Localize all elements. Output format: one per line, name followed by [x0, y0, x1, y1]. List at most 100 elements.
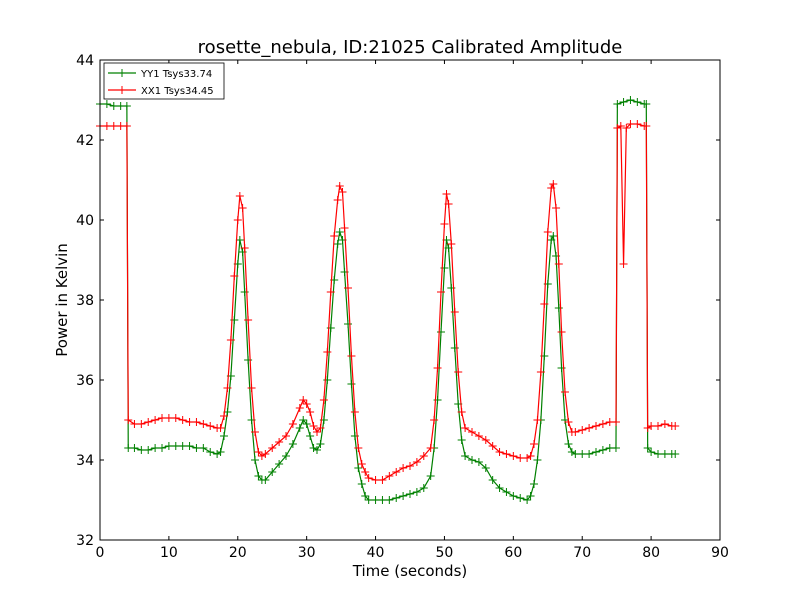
data-point	[444, 200, 453, 208]
data-point	[220, 432, 228, 440]
data-point	[633, 98, 642, 106]
data-point	[481, 436, 490, 444]
data-point	[230, 272, 239, 280]
x-tick-label: 80	[642, 545, 660, 561]
data-point	[406, 490, 414, 498]
data-point	[206, 448, 215, 456]
data-point	[288, 420, 297, 428]
data-point	[247, 384, 256, 392]
data-point	[549, 232, 558, 240]
data-point	[626, 120, 635, 128]
data-point	[323, 348, 332, 356]
data-point	[647, 422, 656, 430]
data-point	[502, 488, 511, 496]
legend-entry-xx1: XX1 Tsys34.45	[108, 86, 214, 97]
data-point	[316, 440, 325, 448]
data-point	[216, 448, 225, 456]
data-point	[437, 288, 445, 296]
data-point	[344, 320, 352, 328]
data-point	[357, 480, 366, 488]
data-point	[238, 204, 247, 212]
data-point	[323, 376, 332, 384]
data-point	[516, 454, 525, 462]
x-axis-label: Time (seconds)	[352, 562, 468, 580]
data-point	[543, 228, 552, 236]
data-point	[130, 420, 139, 428]
x-tick-label: 50	[436, 545, 454, 561]
data-point	[660, 450, 669, 458]
data-point	[461, 424, 470, 432]
data-point	[330, 232, 339, 240]
data-point	[144, 418, 153, 426]
data-point	[295, 404, 304, 412]
data-point	[354, 444, 363, 452]
data-point	[220, 412, 228, 420]
data-point	[178, 416, 187, 424]
x-tick-label: 20	[229, 545, 247, 561]
data-point	[361, 492, 370, 500]
data-point	[647, 448, 656, 456]
data-point	[164, 442, 173, 450]
data-point	[299, 416, 308, 424]
data-point	[468, 428, 476, 436]
y-axis: 32 34 36 38 40 42 44	[76, 53, 720, 549]
data-point	[306, 408, 315, 416]
data-point	[226, 336, 235, 344]
legend-label-xx1: XX1 Tsys34.45	[141, 86, 214, 97]
data-point	[385, 496, 394, 504]
data-point	[454, 368, 463, 376]
data-point	[536, 368, 545, 376]
data-point	[502, 450, 511, 458]
data-point	[350, 408, 359, 416]
data-point	[109, 102, 118, 110]
data-point	[333, 240, 342, 248]
legend-entry-yy1: YY1 Tsys33.74	[108, 69, 212, 80]
data-point	[557, 328, 566, 336]
plot-series	[96, 96, 680, 504]
data-point	[426, 444, 435, 452]
x-tick-label: 10	[160, 545, 178, 561]
data-point	[144, 446, 153, 454]
data-point	[102, 122, 111, 130]
data-point	[533, 416, 542, 424]
y-tick-label: 44	[76, 53, 94, 69]
data-point	[554, 260, 563, 268]
data-point	[392, 468, 401, 476]
data-point	[549, 180, 558, 188]
data-point	[509, 452, 518, 460]
data-point	[254, 472, 263, 480]
data-point	[461, 452, 470, 460]
data-point	[257, 452, 266, 460]
data-point	[495, 484, 504, 492]
data-point	[526, 452, 535, 460]
data-point	[371, 496, 380, 504]
chart-title: rosette_nebula, ID:21025 Calibrated Ampl…	[198, 37, 623, 58]
data-point	[347, 352, 356, 360]
data-point	[592, 448, 600, 456]
data-point	[313, 428, 321, 436]
series-xx1	[96, 120, 680, 484]
data-point	[344, 284, 352, 292]
data-point	[571, 428, 580, 436]
data-point	[251, 456, 259, 464]
data-point	[437, 328, 445, 336]
data-point	[361, 468, 370, 476]
x-tick-label: 40	[367, 545, 385, 561]
data-point	[199, 420, 208, 428]
data-point	[516, 494, 525, 502]
data-point	[430, 416, 439, 424]
data-point	[333, 196, 342, 204]
data-point	[282, 452, 290, 460]
data-point	[412, 458, 421, 466]
data-point	[578, 426, 587, 434]
data-point	[309, 444, 318, 452]
data-point	[261, 476, 270, 484]
data-point	[481, 464, 490, 472]
data-point	[654, 422, 662, 430]
data-point	[235, 192, 244, 200]
data-point	[326, 288, 335, 296]
data-point	[137, 446, 146, 454]
data-point	[616, 122, 625, 130]
data-point	[399, 464, 408, 472]
